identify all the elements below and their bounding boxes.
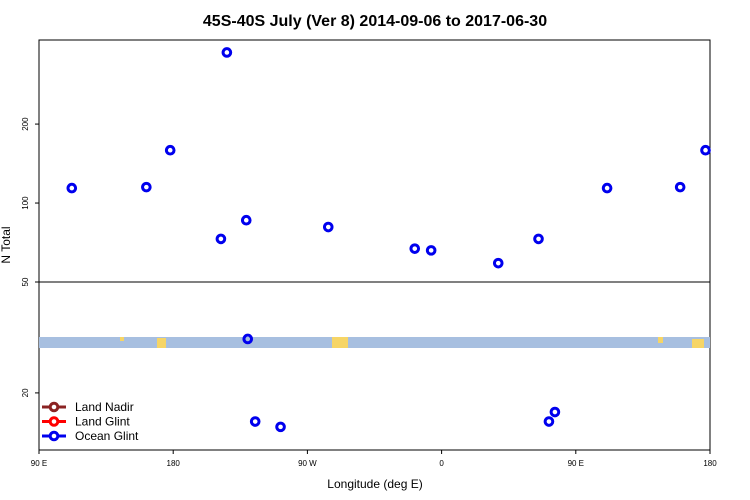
ocean-glint-point xyxy=(242,333,254,345)
land-patch xyxy=(120,337,124,341)
plot-border xyxy=(38,39,711,451)
ocean-glint-point xyxy=(322,221,334,233)
ocean-glint-point xyxy=(601,182,613,194)
ocean-glint-point xyxy=(543,416,555,427)
plot-frame xyxy=(38,39,711,451)
x-tick-label: 90 E xyxy=(568,459,584,468)
x-tick-label: 90 E xyxy=(31,459,47,468)
ocean-glint-point xyxy=(409,243,421,254)
legend-marker-land-nadir xyxy=(48,401,60,413)
legend-label-land-glint: Land Glint xyxy=(75,415,130,429)
x-tick-label: 90 W xyxy=(298,459,317,468)
y-tick-label: 200 xyxy=(21,117,30,131)
x-tick-label: 180 xyxy=(167,459,181,468)
ocean-glint-point xyxy=(249,416,261,427)
legend-marker-ocean-glint xyxy=(48,430,60,442)
ocean-glint-point xyxy=(492,257,504,269)
x-axis-label: Longitude (deg E) xyxy=(327,477,422,491)
ocean-glint-point xyxy=(425,245,437,256)
ocean-glint-point xyxy=(215,233,227,245)
ocean-glint-point xyxy=(141,181,152,193)
y-axis-label: N Total xyxy=(0,226,13,263)
x-tick-label: 180 xyxy=(703,459,717,468)
ocean-glint-point xyxy=(674,181,686,193)
chart-title: 45S-40S July (Ver 8) 2014-09-06 to 2017-… xyxy=(203,13,547,30)
y-axis-ticks: 50 100 200 20 xyxy=(21,117,39,397)
x-tick-label: 0 xyxy=(439,459,444,468)
y-tick-label: 50 xyxy=(21,277,30,286)
ocean-strip xyxy=(39,337,710,348)
data-points xyxy=(66,47,711,433)
land-patch xyxy=(692,339,704,348)
legend-marker-land-glint xyxy=(48,416,60,427)
land-patch xyxy=(157,338,166,348)
y-tick-label: 20 xyxy=(21,388,30,397)
ocean-glint-point xyxy=(275,421,286,433)
ocean-glint-point xyxy=(164,144,176,156)
legend-label-ocean-glint: Ocean Glint xyxy=(75,429,139,443)
ocean-glint-point xyxy=(66,182,78,194)
legend-label-land-nadir: Land Nadir xyxy=(75,400,134,414)
land-strip xyxy=(39,337,710,348)
ocean-glint-point xyxy=(700,144,711,156)
land-patch xyxy=(658,337,663,343)
land-patch xyxy=(332,337,348,348)
ocean-glint-point xyxy=(549,406,561,418)
x-axis-ticks: 90 E 180 90 W 0 90 E 180 xyxy=(31,450,717,468)
y-tick-label: 100 xyxy=(21,196,30,210)
ocean-glint-point xyxy=(221,47,233,58)
ocean-glint-point xyxy=(240,214,252,226)
ocean-glint-point xyxy=(533,233,544,245)
